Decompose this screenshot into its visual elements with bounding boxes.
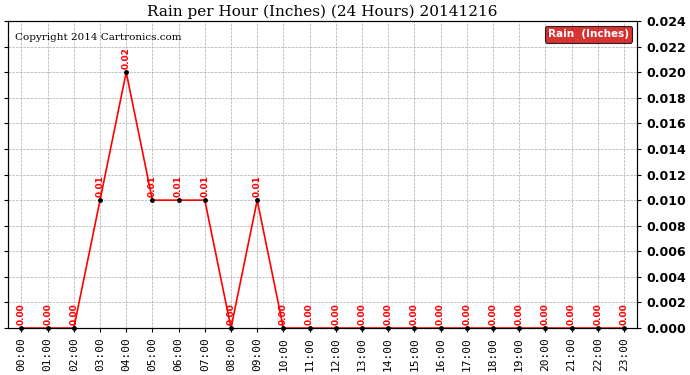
Text: Copyright 2014 Cartronics.com: Copyright 2014 Cartronics.com bbox=[14, 33, 181, 42]
Title: Rain per Hour (Inches) (24 Hours) 20141216: Rain per Hour (Inches) (24 Hours) 201412… bbox=[148, 4, 498, 18]
Text: 0.01: 0.01 bbox=[174, 176, 183, 197]
Text: 0.00: 0.00 bbox=[17, 303, 26, 325]
Text: 0.00: 0.00 bbox=[331, 303, 340, 325]
Text: 0.00: 0.00 bbox=[305, 303, 314, 325]
Text: 0.00: 0.00 bbox=[43, 303, 52, 325]
Text: 0.00: 0.00 bbox=[462, 303, 471, 325]
Text: 0.00: 0.00 bbox=[410, 303, 419, 325]
Text: 0.00: 0.00 bbox=[489, 303, 497, 325]
Text: 0.00: 0.00 bbox=[567, 303, 576, 325]
Text: 0.00: 0.00 bbox=[279, 303, 288, 325]
Text: 0.01: 0.01 bbox=[253, 176, 262, 197]
Text: 0.00: 0.00 bbox=[593, 303, 602, 325]
Text: 0.00: 0.00 bbox=[541, 303, 550, 325]
Text: 0.00: 0.00 bbox=[436, 303, 445, 325]
Text: 0.02: 0.02 bbox=[121, 48, 130, 69]
Text: 0.00: 0.00 bbox=[69, 303, 79, 325]
Text: 0.01: 0.01 bbox=[95, 176, 104, 197]
Text: 0.01: 0.01 bbox=[148, 176, 157, 197]
Text: 0.00: 0.00 bbox=[226, 303, 235, 325]
Text: 0.01: 0.01 bbox=[200, 176, 209, 197]
Text: 0.00: 0.00 bbox=[384, 303, 393, 325]
Text: 0.00: 0.00 bbox=[357, 303, 366, 325]
Text: 0.00: 0.00 bbox=[515, 303, 524, 325]
Legend: Rain  (Inches): Rain (Inches) bbox=[544, 26, 632, 43]
Text: 0.00: 0.00 bbox=[620, 303, 629, 325]
